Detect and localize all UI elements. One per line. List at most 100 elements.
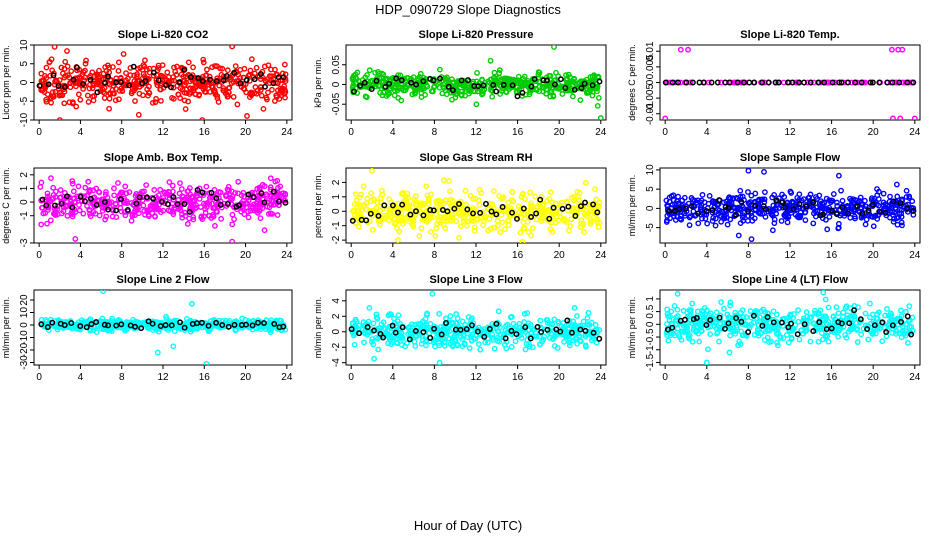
data-point bbox=[666, 194, 673, 201]
data-point bbox=[532, 193, 539, 200]
data-point bbox=[811, 320, 817, 327]
data-point bbox=[739, 307, 746, 314]
data-point bbox=[699, 191, 706, 198]
data-point bbox=[525, 207, 532, 214]
x-tick-label: 16 bbox=[199, 127, 211, 138]
black-point bbox=[105, 206, 112, 213]
data-point bbox=[427, 228, 434, 235]
black-point bbox=[87, 76, 94, 83]
data-point bbox=[685, 334, 692, 340]
black-point bbox=[168, 322, 175, 329]
data-point bbox=[424, 192, 431, 199]
data-point bbox=[371, 197, 378, 203]
black-point bbox=[181, 324, 188, 331]
x-tick-label: 12 bbox=[784, 372, 796, 383]
black-point bbox=[533, 210, 540, 217]
data-point bbox=[784, 219, 791, 226]
data-point bbox=[592, 322, 599, 328]
data-point bbox=[47, 95, 54, 102]
data-point bbox=[170, 84, 177, 91]
data-point bbox=[274, 177, 281, 184]
black-point bbox=[44, 324, 51, 331]
data-point bbox=[64, 198, 70, 205]
data-point bbox=[727, 216, 734, 223]
y-tick-label: 0.01 bbox=[645, 41, 656, 61]
data-point bbox=[82, 184, 89, 191]
data-point bbox=[87, 327, 94, 334]
black-point bbox=[349, 217, 356, 224]
data-point bbox=[95, 188, 102, 195]
x-tick-label: 4 bbox=[704, 372, 710, 383]
data-point bbox=[699, 311, 706, 318]
data-point bbox=[774, 342, 781, 349]
black-point bbox=[898, 318, 904, 325]
data-point bbox=[164, 69, 171, 76]
data-point bbox=[465, 314, 472, 320]
black-point bbox=[176, 79, 183, 86]
data-point bbox=[677, 215, 684, 222]
data-point bbox=[887, 193, 893, 200]
data-point bbox=[466, 206, 473, 213]
data-point bbox=[184, 221, 191, 227]
data-point bbox=[899, 222, 905, 229]
data-point bbox=[903, 321, 909, 328]
data-point bbox=[571, 197, 577, 204]
data-point bbox=[96, 212, 103, 219]
data-point bbox=[824, 226, 831, 233]
data-point bbox=[231, 216, 237, 223]
black-point bbox=[557, 328, 564, 335]
black-point bbox=[412, 327, 419, 334]
data-point bbox=[204, 66, 210, 73]
data-point bbox=[165, 207, 172, 214]
data-point bbox=[566, 342, 573, 349]
data-point bbox=[235, 178, 242, 185]
data-point bbox=[416, 233, 423, 239]
black-point bbox=[375, 212, 382, 219]
data-point bbox=[275, 184, 281, 191]
black-point bbox=[133, 200, 140, 207]
data-point bbox=[380, 319, 387, 326]
black-point bbox=[582, 199, 588, 206]
black-point bbox=[219, 322, 226, 328]
black-point bbox=[520, 205, 527, 212]
x-tick-label: 20 bbox=[868, 250, 880, 261]
x-tick-label: 0 bbox=[662, 127, 668, 138]
data-point bbox=[370, 320, 377, 327]
black-point bbox=[105, 322, 112, 329]
data-point bbox=[413, 333, 420, 340]
data-point bbox=[909, 198, 916, 205]
black-point bbox=[465, 77, 471, 84]
data-point bbox=[99, 86, 106, 93]
data-point bbox=[812, 213, 819, 220]
data-point bbox=[89, 93, 96, 100]
data-point bbox=[473, 78, 480, 85]
data-point bbox=[499, 219, 506, 226]
black-point bbox=[838, 320, 845, 327]
data-point bbox=[899, 327, 906, 334]
data-point bbox=[769, 207, 775, 214]
data-point bbox=[375, 346, 382, 353]
data-point bbox=[880, 199, 887, 206]
data-point bbox=[73, 83, 79, 90]
black-point bbox=[117, 79, 124, 86]
data-point bbox=[664, 306, 671, 313]
data-point bbox=[246, 78, 253, 84]
data-point bbox=[55, 320, 62, 327]
black-point bbox=[136, 194, 143, 201]
data-point bbox=[119, 189, 126, 196]
black-point bbox=[551, 81, 558, 88]
black-point bbox=[490, 82, 497, 88]
data-point bbox=[239, 315, 246, 322]
data-point bbox=[668, 308, 675, 315]
data-point bbox=[107, 327, 114, 333]
data-point bbox=[796, 336, 803, 343]
black-point bbox=[750, 312, 757, 319]
data-point bbox=[475, 341, 482, 347]
data-point bbox=[782, 210, 789, 217]
outlier-point bbox=[899, 46, 906, 53]
black-point bbox=[910, 207, 917, 214]
data-point bbox=[694, 308, 701, 315]
data-point bbox=[190, 216, 197, 223]
data-point bbox=[454, 315, 461, 322]
data-point bbox=[131, 212, 138, 219]
